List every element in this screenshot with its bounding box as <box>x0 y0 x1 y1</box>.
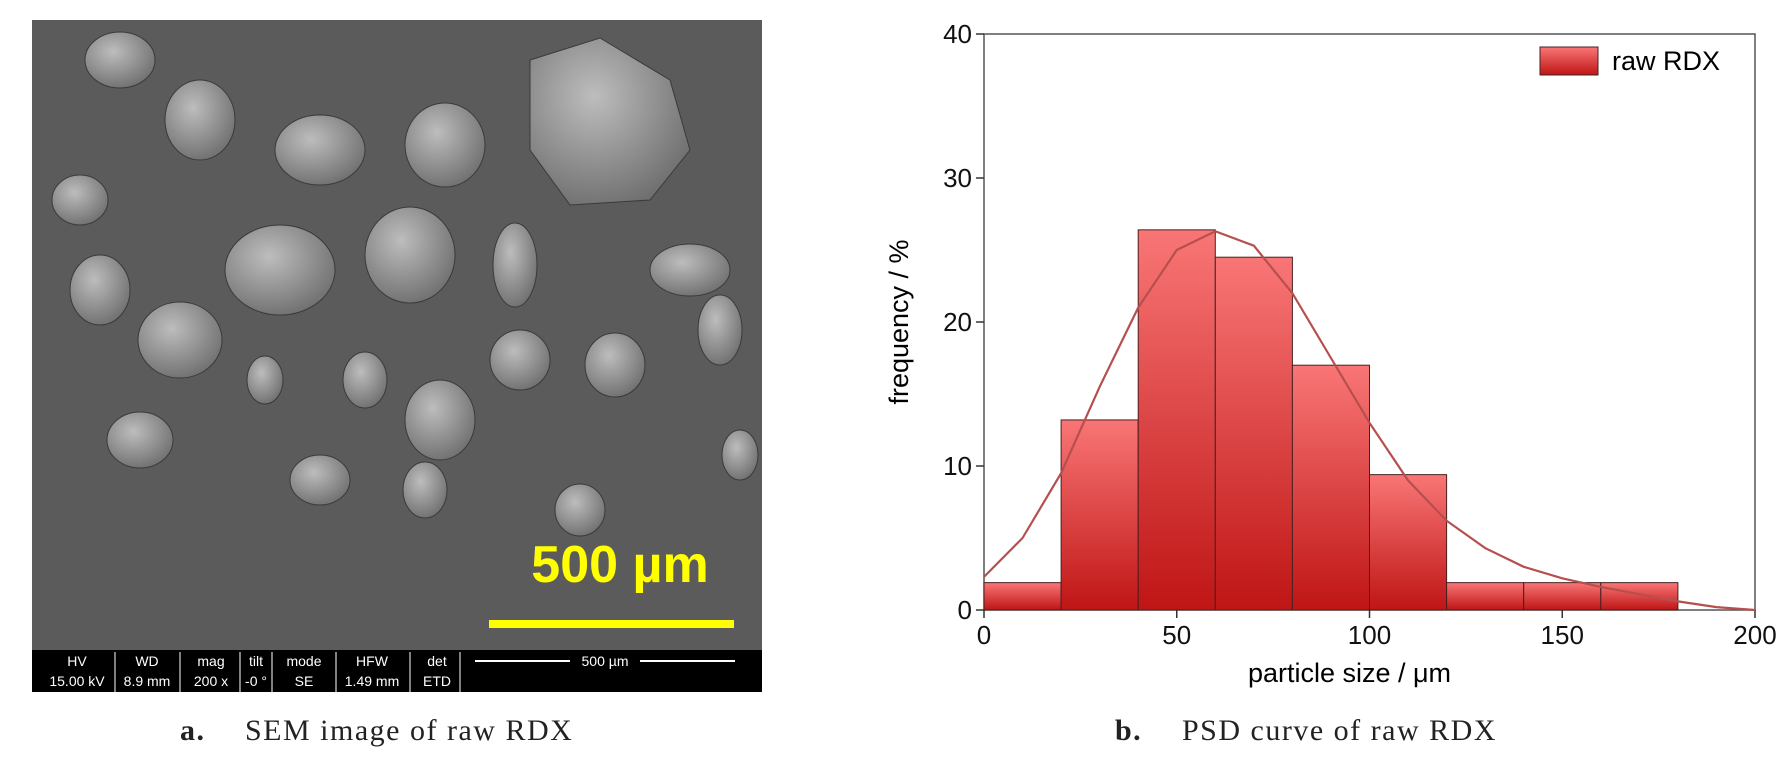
scale-label: 500 µm <box>531 536 708 594</box>
info-value: SE <box>295 673 314 689</box>
bar <box>1137 229 1216 611</box>
sem-particles <box>51 31 759 537</box>
caption-text: PSD curve of raw RDX <box>1182 714 1497 747</box>
y-tick-label: 0 <box>958 595 972 625</box>
caption-letter: b. <box>1115 714 1142 747</box>
scale-bar <box>489 620 734 628</box>
x-tick-label: 50 <box>1162 620 1191 650</box>
caption-text: SEM image of raw RDX <box>245 714 573 747</box>
info-label: det <box>427 653 447 669</box>
legend-label: raw RDX <box>1612 46 1720 76</box>
bar <box>1060 419 1139 611</box>
y-tick-label: 20 <box>943 307 972 337</box>
info-label: WD <box>135 653 158 669</box>
caption-letter: a. <box>180 714 206 747</box>
info-label: mag <box>197 653 224 669</box>
info-bar-label: 500 µm <box>582 653 629 669</box>
x-axis-label: particle size / μm <box>1248 658 1451 688</box>
info-value: -0 ° <box>245 673 267 689</box>
x-tick-label: 0 <box>977 620 991 650</box>
info-cells: HV 15.00 kV WD 8.9 mm mag 200 x tilt -0 ° mode SE… <box>49 652 461 692</box>
info-label: mode <box>286 653 321 669</box>
y-tick-label: 10 <box>943 451 972 481</box>
legend-swatch <box>1539 46 1599 76</box>
info-label: HV <box>67 653 87 669</box>
info-value: ETD <box>423 673 451 689</box>
info-label: HFW <box>356 653 389 669</box>
bar <box>1214 256 1293 611</box>
fit-curve <box>983 230 1756 612</box>
info-value: 1.49 mm <box>345 673 399 689</box>
x-tick-label: 150 <box>1541 620 1584 650</box>
bar <box>983 582 1062 611</box>
histogram: 0 10 20 30 40 0 50 100 150 200 particle size / μm f… <box>884 19 1777 688</box>
info-value: 200 x <box>194 673 228 689</box>
sem-panel: 500 µm HV 15.00 kV WD 8.9 mm mag 200 x tilt -0 … <box>32 20 762 692</box>
bar <box>1446 582 1525 611</box>
bar <box>1291 364 1371 611</box>
x-tick-label: 100 <box>1348 620 1391 650</box>
bar <box>1523 582 1602 611</box>
info-value: 15.00 kV <box>49 673 105 689</box>
info-label: tilt <box>249 653 263 669</box>
y-axis-label: frequency / % <box>884 239 914 404</box>
y-tick-label: 40 <box>943 19 972 49</box>
info-bar <box>32 650 762 692</box>
y-tick-label: 30 <box>943 163 972 193</box>
x-tick-label: 200 <box>1733 620 1776 650</box>
info-value: 8.9 mm <box>124 673 171 689</box>
bar <box>1369 474 1448 611</box>
bar <box>1600 582 1679 611</box>
